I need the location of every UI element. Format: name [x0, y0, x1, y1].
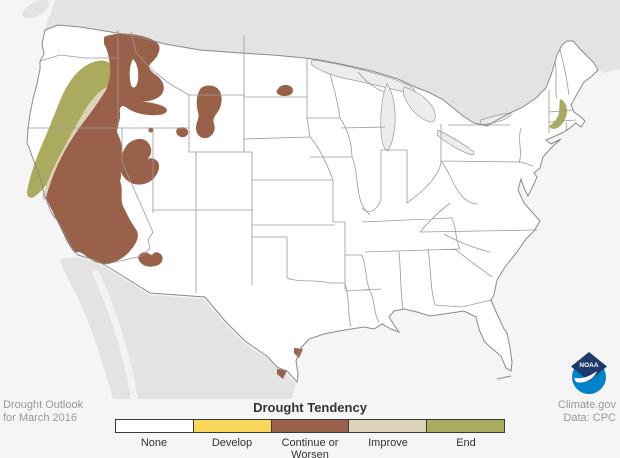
climate-gov-link[interactable]: Climate.gov	[557, 399, 616, 411]
region-worsen-wyoming	[196, 85, 222, 139]
region-worsen-arizona	[138, 252, 163, 267]
legend: Drought Tendency None Develop Continue or …	[115, 400, 505, 458]
source-attribution: Climate.gov Data: CPC	[558, 399, 616, 425]
noaa-seagull-icon	[574, 371, 597, 383]
state-borders	[28, 30, 577, 328]
noaa-logo-svg: NOAA	[571, 352, 607, 394]
region-worsen-idaho-dot	[148, 127, 154, 133]
lake-erie	[436, 129, 475, 155]
legend-label-end: End	[456, 437, 476, 449]
region-worsen-north-dakota	[276, 85, 293, 97]
legend-color-bar	[115, 419, 505, 433]
map-caption: Drought Outlook for March 2016	[3, 399, 83, 425]
legend-label-develop: Develop	[211, 437, 253, 449]
canada-region	[22, 0, 620, 126]
montana-valley-notch	[129, 59, 139, 88]
region-worsen-texas-coast-2	[277, 369, 287, 379]
region-worsen-utah	[119, 139, 159, 185]
region-worsen-west	[46, 33, 167, 265]
legend-swatch-improve	[348, 420, 427, 432]
drought-regions	[27, 33, 567, 379]
region-end-west	[27, 60, 115, 198]
lake-huron	[402, 86, 436, 123]
great-lakes	[310, 59, 512, 155]
legend-label-continue-or-worsen: Continue or Worsen	[281, 437, 339, 458]
vancouver-island	[22, 0, 50, 19]
data-source-label: Data: CPC	[563, 411, 616, 424]
region-worsen-wyoming-comma	[176, 127, 189, 138]
legend-label-none: None	[140, 437, 168, 449]
caption-line-2: for March 2016	[3, 411, 77, 424]
noaa-logo: NOAA	[569, 351, 609, 395]
lake-ontario	[479, 112, 512, 125]
lake-michigan	[380, 83, 396, 152]
us-outline	[26, 24, 599, 384]
legend-swatch-develop	[192, 420, 271, 432]
mexico-region	[60, 257, 296, 402]
legend-labels: None Develop Continue or Worsen Improve End	[115, 437, 505, 458]
us-landmass	[27, 25, 598, 382]
legend-swatch-end	[426, 420, 504, 432]
legend-swatch-continue-or-worsen	[270, 420, 349, 432]
gulf-of-california	[92, 269, 138, 402]
noaa-diamond	[571, 352, 607, 381]
noaa-logo-text: NOAA	[579, 362, 598, 369]
map-svg	[22, 0, 620, 402]
legend-swatch-none	[116, 420, 193, 432]
legend-title: Drought Tendency	[253, 400, 367, 415]
caption-line-1: Drought Outlook	[3, 399, 84, 411]
us-drought-map	[22, 0, 620, 402]
legend-label-improve: Improve	[368, 437, 408, 449]
